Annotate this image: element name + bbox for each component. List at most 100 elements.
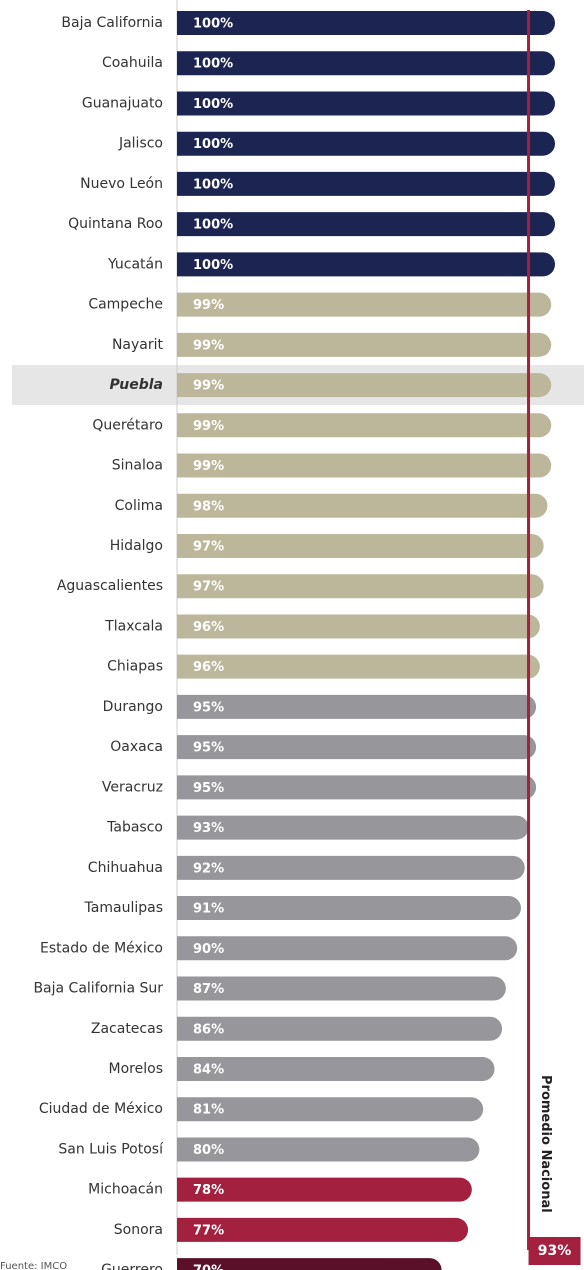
bar: [177, 332, 552, 357]
category-label: Michoacán: [88, 1182, 163, 1198]
bar: [177, 493, 548, 518]
category-label: Baja California: [61, 15, 163, 31]
bar: [177, 171, 555, 196]
category-label: Guerrero: [101, 1262, 163, 1270]
value-label: 99%: [193, 419, 224, 434]
bar: [177, 1056, 495, 1081]
bar: [177, 1016, 503, 1041]
category-label: Quintana Roo: [68, 216, 163, 232]
category-label: Nuevo León: [80, 176, 163, 192]
bar: [177, 1097, 484, 1122]
value-label: 100%: [193, 57, 233, 72]
bar: [177, 51, 555, 76]
value-label: 95%: [193, 781, 224, 796]
source: Fuente: IMCO: [0, 1261, 67, 1270]
bar: [177, 1217, 469, 1242]
category-label: Guanajuato: [82, 95, 163, 111]
bar: [177, 373, 552, 398]
category-label: Coahuila: [102, 55, 163, 71]
category-label: Tlaxcala: [104, 618, 163, 634]
category-label: Ciudad de México: [39, 1101, 163, 1117]
bar: [177, 614, 540, 639]
bar: [177, 292, 552, 317]
category-label: Chiapas: [107, 659, 163, 675]
bar: [177, 11, 555, 35]
bar: [177, 413, 552, 438]
value-label: 98%: [193, 499, 224, 514]
category-label: Oaxaca: [110, 739, 163, 755]
value-label: 100%: [193, 258, 233, 273]
bar: [177, 91, 555, 116]
value-label: 100%: [193, 218, 233, 233]
value-label: 100%: [193, 137, 233, 152]
bar: [177, 252, 555, 277]
category-label: Puebla: [110, 377, 164, 393]
value-label: 86%: [193, 1022, 224, 1037]
category-label: Tamaulipas: [84, 900, 163, 916]
category-label: Querétaro: [92, 417, 163, 433]
value-label: 100%: [193, 97, 233, 112]
bar: [177, 654, 540, 679]
category-label: Durango: [103, 699, 163, 715]
value-label: 70%: [193, 1264, 224, 1270]
category-label: Tabasco: [106, 820, 163, 836]
bar: [177, 896, 521, 921]
category-label: Estado de México: [40, 940, 163, 956]
value-label: 100%: [193, 17, 233, 32]
value-label: 100%: [193, 177, 233, 192]
bar: [177, 574, 544, 599]
value-label: 99%: [193, 379, 224, 394]
value-label: 77%: [193, 1223, 224, 1238]
bar: [177, 533, 544, 558]
reference-box: [528, 1237, 581, 1265]
value-label: 81%: [193, 1103, 224, 1118]
bar: [177, 855, 525, 880]
category-label: Nayarit: [112, 337, 164, 353]
category-label: Jalisco: [118, 136, 163, 152]
value-label: 95%: [193, 700, 224, 715]
value-label: 96%: [193, 620, 224, 635]
bar: [177, 815, 529, 840]
bar: [177, 735, 537, 760]
category-label: Veracruz: [102, 779, 163, 795]
value-label: 97%: [193, 580, 224, 595]
category-label: Morelos: [109, 1061, 163, 1077]
bar: [177, 212, 555, 237]
value-label: 93%: [193, 821, 224, 836]
value-label: 99%: [193, 298, 224, 313]
bar: [177, 1258, 442, 1270]
category-label: Campeche: [88, 297, 163, 313]
category-label: Aguascalientes: [57, 578, 163, 594]
category-label: Zacatecas: [91, 1021, 163, 1037]
value-label: 96%: [193, 660, 224, 675]
value-label: 99%: [193, 338, 224, 353]
category-label: Baja California Sur: [33, 981, 163, 997]
category-label: Sinaloa: [112, 458, 163, 474]
value-label: 90%: [193, 942, 224, 957]
value-label: 84%: [193, 1062, 224, 1077]
value-label: 80%: [193, 1143, 224, 1158]
bar: [177, 1177, 472, 1202]
value-label: 99%: [193, 459, 224, 474]
bar: [177, 1137, 480, 1162]
value-label: 91%: [193, 902, 224, 917]
category-label: Hidalgo: [110, 538, 163, 554]
category-label: Colima: [115, 498, 163, 514]
bar: [177, 936, 518, 961]
value-label: 95%: [193, 741, 224, 756]
category-label: Chihuahua: [88, 860, 163, 876]
value-label: 92%: [193, 861, 224, 876]
bar: [177, 775, 537, 800]
reference-label: 93%: [538, 1243, 572, 1259]
value-label: 87%: [193, 982, 224, 997]
reference-name: Promedio Nacional: [538, 1075, 553, 1213]
category-label: Yucatán: [107, 256, 163, 272]
bar: [177, 453, 552, 478]
bar: [177, 694, 537, 719]
value-label: 78%: [193, 1183, 224, 1198]
category-label: Sonora: [114, 1222, 163, 1238]
bar: [177, 131, 555, 156]
category-label: San Luis Potosí: [58, 1141, 164, 1157]
bar: [177, 976, 506, 1001]
